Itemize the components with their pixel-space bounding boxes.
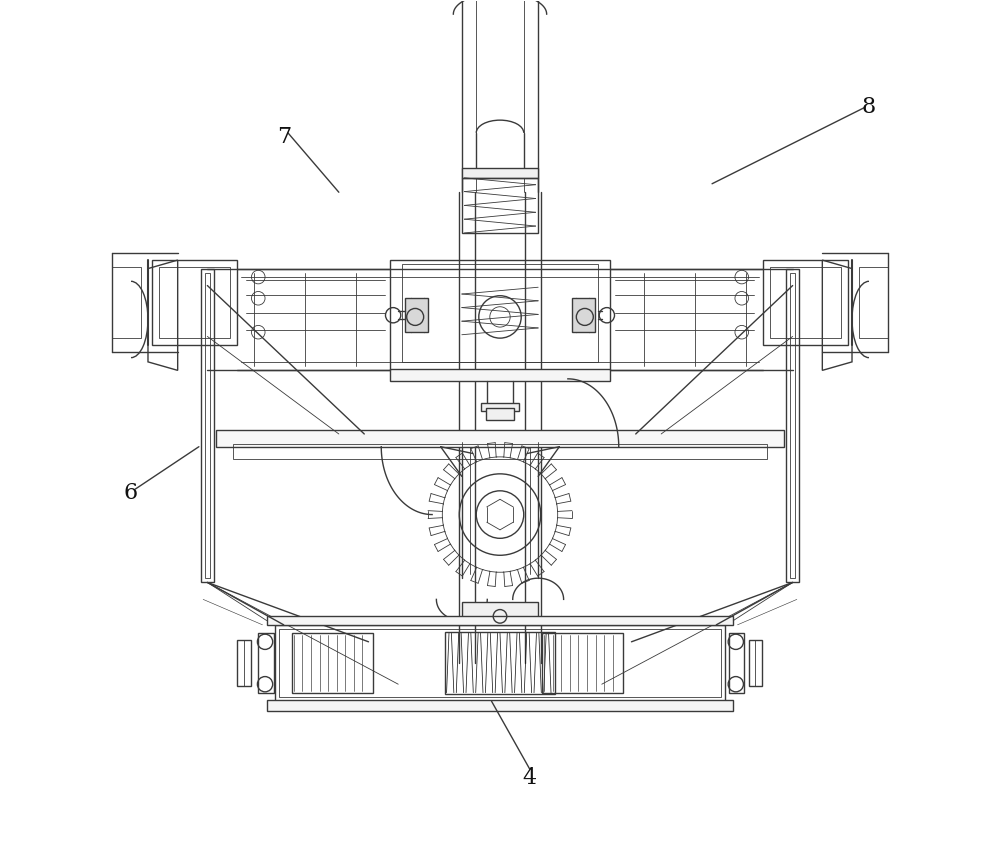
Text: 4: 4	[523, 767, 537, 789]
Bar	[445, 631, 555, 694]
Bar	[267, 700, 733, 711]
Bar	[572, 298, 595, 332]
Bar	[216, 430, 784, 447]
Bar	[292, 633, 373, 693]
Bar	[112, 267, 141, 338]
Bar	[786, 269, 799, 582]
Bar	[205, 273, 210, 578]
Bar	[462, 178, 538, 233]
Bar	[267, 616, 733, 625]
Bar	[790, 273, 795, 578]
Bar	[462, 602, 538, 619]
Bar	[462, 168, 538, 178]
Bar	[859, 267, 888, 338]
Bar	[486, 408, 514, 420]
Bar	[390, 368, 610, 380]
Bar	[770, 267, 841, 338]
Text: 7: 7	[277, 126, 291, 148]
Bar	[763, 260, 848, 345]
Bar	[481, 403, 519, 411]
Bar	[542, 633, 623, 693]
Text: 6: 6	[124, 483, 138, 505]
Bar	[258, 633, 274, 693]
Bar	[233, 444, 767, 460]
Bar	[729, 633, 744, 693]
Bar	[402, 265, 598, 362]
Text: 8: 8	[862, 96, 876, 118]
Bar	[390, 260, 610, 370]
Bar	[405, 298, 428, 332]
Bar	[201, 269, 214, 582]
Bar	[152, 260, 237, 345]
Bar	[275, 625, 725, 701]
Bar	[237, 640, 251, 686]
Bar	[749, 640, 762, 686]
Bar	[159, 267, 230, 338]
Bar	[279, 629, 721, 697]
